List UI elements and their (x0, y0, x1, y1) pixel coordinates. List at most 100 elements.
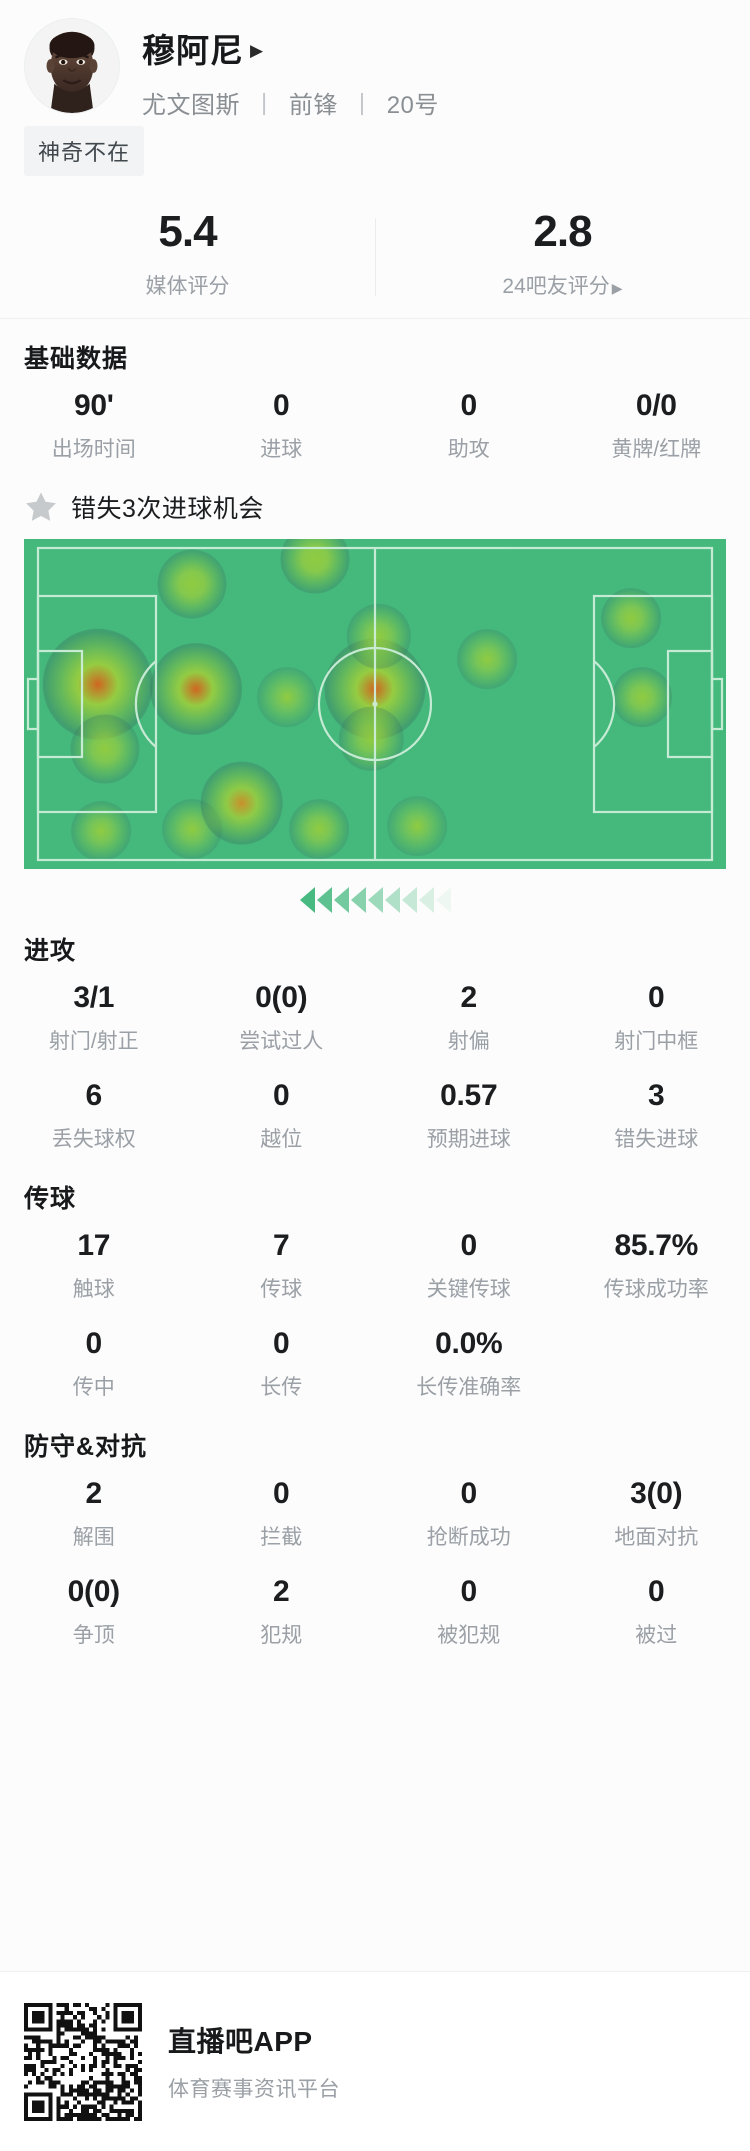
stat-interceptions-value: 0 (273, 1477, 290, 1510)
stat-row-attack-1: 3/1 射门/射正 0(0) 尝试过人 2 射偏 0 射门中框 (0, 967, 750, 1065)
footer-text: 直播吧APP 体育赛事资讯平台 (168, 2020, 340, 2103)
stat-key-passes-value: 0 (460, 1229, 478, 1262)
stat-row-passing-2: 0 传中 0 长传 0.0% 长传准确率 (0, 1313, 750, 1411)
section-attack: 进攻 3/1 射门/射正 0(0) 尝试过人 2 射偏 0 射门中框 6 丢失球… (0, 931, 750, 1163)
avatar[interactable] (24, 18, 120, 114)
stat-pass-accuracy: 85.7% 传球成功率 (563, 1215, 750, 1313)
section-title-passing: 传球 (24, 1185, 77, 1213)
ratings-row: 5.4 媒体评分 2.8 24吧友评分 ▶ (0, 210, 750, 318)
stat-touches-value: 17 (77, 1229, 111, 1262)
rating-fans[interactable]: 2.8 24吧友评分 ▶ (375, 210, 750, 318)
rating-media-label-text: 媒体评分 (145, 275, 230, 298)
stat-shots: 3/1 射门/射正 (0, 967, 188, 1065)
stat-ground-duels-label: 地面对抗 (614, 1526, 699, 1549)
stat-aerial-duels: 0(0) 争顶 (0, 1561, 188, 1659)
attack-direction-arrows (0, 869, 750, 931)
heat-blob (387, 796, 448, 856)
heat-blob (611, 667, 672, 728)
app-promo-footer: 直播吧APP 体育赛事资讯平台 (0, 1971, 750, 2151)
chevron-right-icon[interactable]: ▶ (250, 40, 264, 60)
stat-woodwork-label: 射门中框 (614, 1030, 699, 1053)
chevron-right-icon-fans[interactable]: ▶ (611, 280, 623, 296)
player-photo-icon (25, 19, 119, 113)
stat-goals-value: 0 (273, 389, 290, 422)
heat-blob (288, 799, 349, 860)
stat-clearances-label: 解围 (72, 1526, 115, 1549)
heat-blob (257, 667, 318, 728)
chevron-left-icon (316, 887, 332, 913)
stat-fouls-label: 犯规 (260, 1624, 303, 1647)
tag-container: 神奇不在 (0, 118, 750, 176)
divider-top (0, 318, 750, 319)
stat-xg-label: 预期进球 (426, 1128, 511, 1151)
stat-long-balls-label: 长传 (260, 1376, 303, 1399)
star-icon (26, 492, 56, 521)
stat-ground-duels-value: 3(0) (630, 1477, 683, 1510)
stat-clearances: 2 解围 (0, 1463, 188, 1561)
stat-passes: 7 传球 (188, 1215, 376, 1313)
stat-offside-value: 0 (273, 1079, 290, 1112)
section-defense: 防守&对抗 2 解围 0 拦截 0 抢断成功 3(0) 地面对抗 0(0) 争顶 (0, 1427, 750, 1659)
stat-long-balls-value: 0 (273, 1327, 290, 1360)
player-team: 尤文图斯 (142, 92, 240, 119)
stat-key-passes-label: 关键传球 (426, 1278, 511, 1301)
stat-crosses-label: 传中 (72, 1376, 115, 1399)
section-basic: 基础数据 90' 出场时间 0 进球 0 助攻 0/0 黄牌/红牌 (0, 319, 750, 473)
stat-goals: 0 进球 (188, 375, 376, 473)
stat-big-chances-missed-label: 错失进球 (614, 1128, 699, 1151)
stat-clearances-value: 2 (85, 1477, 103, 1510)
footer-app-name: 直播吧APP (168, 2026, 313, 2057)
stat-shots-off-value: 2 (460, 981, 478, 1014)
heatmap-container (0, 539, 750, 869)
stat-possession-lost-value: 6 (85, 1079, 103, 1112)
section-title-basic: 基础数据 (24, 345, 129, 373)
stat-interceptions-label: 拦截 (260, 1526, 303, 1549)
stat-woodwork: 0 射门中框 (563, 967, 750, 1065)
section-title-defense: 防守&对抗 (24, 1433, 148, 1461)
stat-pass-accuracy-label: 传球成功率 (603, 1278, 709, 1301)
stat-aerial-duels-value: 0(0) (67, 1575, 120, 1608)
stat-long-ball-accuracy: 0.0% 长传准确率 (375, 1313, 563, 1411)
stat-assists-value: 0 (460, 389, 478, 422)
stat-assists-label: 助攻 (447, 438, 490, 461)
heat-blob (200, 761, 284, 845)
chevron-left-icon (299, 887, 315, 913)
stat-long-ball-accuracy-label: 长传准确率 (416, 1376, 522, 1399)
highlight-text: 错失3次进球机会 (71, 495, 264, 523)
rating-media-value: 5.4 (158, 207, 217, 256)
player-name-row[interactable]: 穆阿尼 ▶ (142, 24, 439, 72)
stat-dribbled-past-value: 0 (648, 1575, 665, 1608)
stat-fouls: 2 犯规 (188, 1561, 376, 1659)
stat-fouls-value: 2 (273, 1575, 290, 1608)
stat-tackles-won: 0 抢断成功 (375, 1463, 563, 1561)
stat-aerial-duels-label: 争顶 (72, 1624, 115, 1647)
qr-code-svg (24, 2002, 142, 2121)
stat-minutes-value: 90' (73, 389, 114, 422)
chevron-left-icon (418, 887, 434, 913)
spacer-attack-passing (0, 1163, 750, 1179)
stat-big-chances-missed-value: 3 (648, 1079, 665, 1112)
rating-fans-label: 24吧友评分 ▶ (375, 270, 750, 300)
qr-code-icon[interactable] (24, 2002, 142, 2121)
stat-interceptions: 0 拦截 (188, 1463, 376, 1561)
stat-dribbled-past-label: 被过 (635, 1624, 678, 1647)
status-badge: 神奇不在 (24, 126, 145, 176)
page-title: 穆阿尼 (142, 32, 244, 69)
rating-media: 5.4 媒体评分 (0, 210, 375, 318)
stat-row-basic-1: 90' 出场时间 0 进球 0 助攻 0/0 黄牌/红牌 (0, 375, 750, 473)
stat-fouled: 0 被犯规 (375, 1561, 563, 1659)
heat-blob (601, 588, 662, 649)
player-position: 前锋 (288, 92, 338, 119)
player-number: 20号 (386, 92, 439, 119)
heat-blob (457, 629, 518, 690)
stat-minutes-label: 出场时间 (51, 438, 136, 461)
chevron-left-icon (367, 887, 383, 913)
stat-woodwork-value: 0 (648, 981, 665, 1014)
stat-big-chances-missed: 3 错失进球 (563, 1065, 750, 1163)
stat-goals-label: 进球 (260, 438, 303, 461)
rating-media-label: 媒体评分 (0, 270, 375, 300)
stat-possession-lost: 6 丢失球权 (0, 1065, 188, 1163)
heatmap-pitch[interactable] (24, 539, 726, 869)
footer-app-tagline: 体育赛事资讯平台 (168, 2078, 340, 2101)
